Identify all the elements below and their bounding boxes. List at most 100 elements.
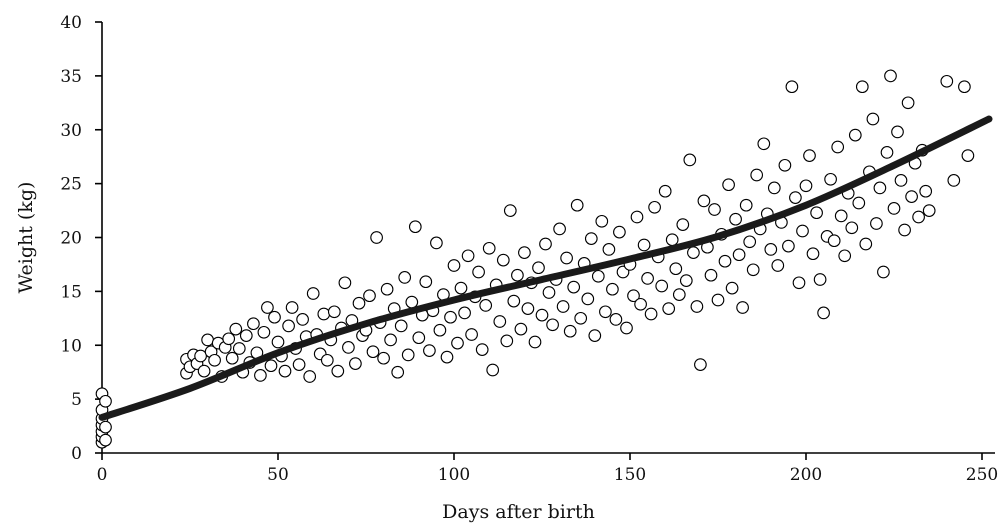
data-point [627, 289, 640, 303]
data-point [912, 210, 925, 224]
data-point [208, 353, 221, 367]
data-point [546, 318, 559, 332]
data-point [827, 234, 841, 248]
data-point [855, 80, 869, 94]
data-point [440, 350, 454, 364]
data-point [254, 369, 267, 382]
data-point [394, 319, 408, 333]
data-point [486, 363, 500, 377]
data-point [500, 334, 514, 348]
data-point [391, 365, 405, 379]
data-point [581, 292, 595, 306]
data-point [239, 329, 253, 342]
data-point [595, 214, 609, 228]
x-tick-label: 50 [267, 465, 289, 485]
data-point [813, 273, 827, 286]
data-point [732, 248, 746, 262]
data-point [606, 282, 619, 296]
data-point [423, 344, 436, 357]
data-point [767, 181, 781, 195]
data-point [553, 222, 566, 236]
data-point [282, 319, 295, 333]
data-point [718, 254, 732, 268]
data-point [408, 220, 422, 234]
data-point [750, 168, 764, 182]
data-point [901, 96, 915, 110]
data-point [264, 359, 278, 373]
x-tick-label: 100 [438, 465, 470, 485]
data-point [574, 311, 588, 325]
x-tick-label: 250 [966, 465, 998, 485]
data-point [637, 238, 651, 252]
data-point [672, 288, 686, 301]
data-point [570, 198, 584, 212]
y-tick-label: 10 [60, 336, 82, 356]
data-point [634, 297, 647, 311]
data-point [739, 198, 753, 212]
data-point [845, 221, 859, 235]
data-point [475, 343, 489, 356]
data-point [222, 332, 236, 346]
data-point [824, 172, 837, 186]
data-point [697, 194, 711, 208]
data-point [746, 263, 760, 277]
data-point [320, 353, 334, 367]
data-point [584, 232, 598, 245]
data-point [430, 236, 443, 250]
data-point [898, 223, 911, 237]
data-point [331, 364, 345, 378]
data-point [342, 341, 355, 354]
y-tick-label: 30 [60, 121, 82, 141]
data-point [644, 307, 658, 321]
data-point [454, 281, 468, 295]
data-point [493, 315, 507, 328]
data-point [803, 149, 816, 162]
data-point [398, 271, 412, 284]
data-point [352, 296, 366, 310]
data-point [511, 268, 524, 282]
data-point [521, 302, 535, 315]
data-point [472, 265, 485, 279]
data-point [609, 313, 623, 326]
data-point [870, 217, 883, 230]
data-point [384, 333, 397, 347]
data-point [447, 259, 461, 272]
data-point [465, 328, 478, 341]
data-point [891, 125, 904, 139]
data-point [232, 342, 246, 355]
data-point [419, 275, 433, 289]
data-point [444, 310, 457, 324]
data-point [961, 149, 975, 162]
data-point [306, 287, 320, 300]
data-point [782, 239, 795, 253]
data-point [873, 181, 887, 195]
data-point [268, 310, 281, 324]
data-point [257, 325, 271, 339]
data-point [743, 235, 757, 249]
data-point [296, 313, 309, 326]
y-ticks: 0 5 10 15 20 25 30 35 40 [60, 13, 102, 464]
data-point [285, 301, 299, 314]
data-point [496, 253, 510, 267]
data-point [292, 358, 306, 371]
data-point [641, 272, 654, 285]
data-point [479, 299, 493, 312]
data-point [806, 247, 820, 261]
data-point [792, 276, 806, 290]
data-point [834, 209, 848, 223]
y-tick-label: 5 [71, 390, 82, 410]
data-point [887, 202, 901, 215]
data-point [690, 300, 704, 313]
data-point [729, 212, 742, 226]
data-point [658, 184, 672, 198]
data-point [507, 294, 521, 308]
data-point [247, 317, 260, 331]
data-point [708, 203, 721, 216]
data-point [877, 265, 890, 279]
data-point [380, 282, 394, 296]
data-point [194, 349, 207, 363]
data-point [789, 191, 802, 204]
data-point [736, 301, 749, 314]
x-axis-title: Days after birth [442, 501, 595, 523]
